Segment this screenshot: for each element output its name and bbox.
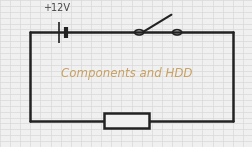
- FancyBboxPatch shape: [103, 113, 149, 128]
- Text: Components and HDD: Components and HDD: [60, 67, 192, 80]
- Text: +12V: +12V: [43, 3, 70, 13]
